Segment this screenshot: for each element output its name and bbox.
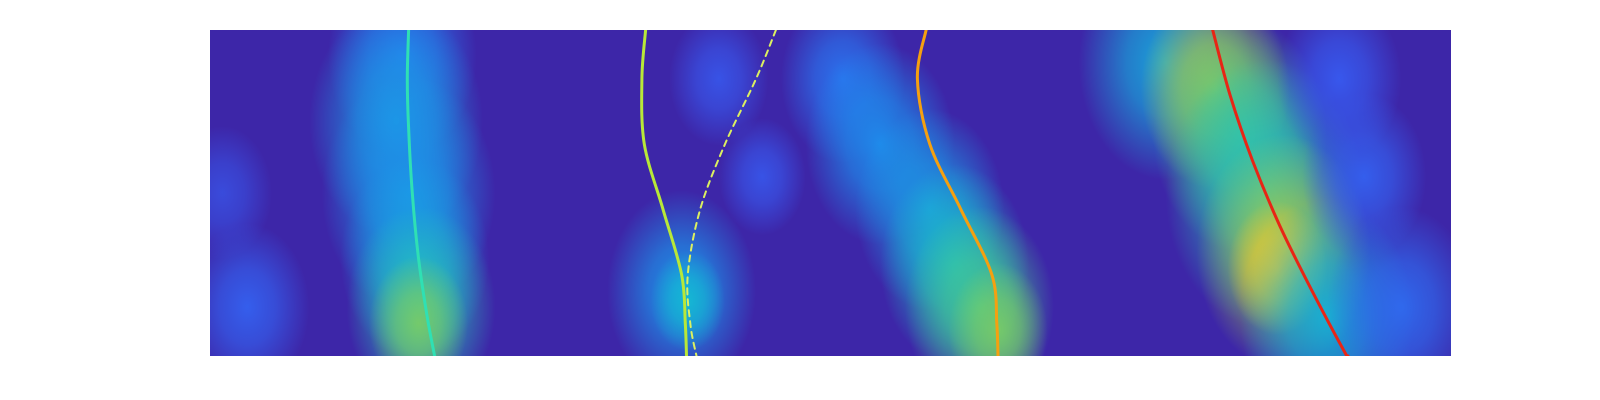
heatmap-blob	[368, 256, 469, 356]
trajectory-line-3	[686, 30, 777, 356]
trajectory-line-2	[640, 30, 688, 356]
heatmap-intensity-layer	[210, 30, 1451, 356]
heatmap-blob	[1277, 30, 1402, 163]
trajectory-line-4	[915, 30, 1000, 356]
trajectory-line-5	[1211, 30, 1350, 356]
heatmap-blob	[669, 30, 769, 146]
heatmap-blob	[948, 262, 1048, 356]
heatmap-blob	[210, 126, 273, 260]
plot-area	[210, 30, 1451, 356]
trajectory-lines-layer	[405, 30, 1350, 356]
heatmap-blob	[718, 118, 806, 236]
trajectory-line-1	[405, 30, 437, 356]
